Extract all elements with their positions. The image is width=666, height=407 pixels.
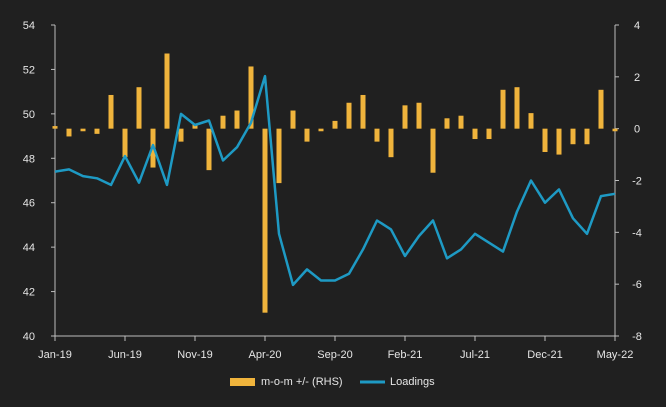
bar bbox=[332, 120, 338, 129]
line-series-loadings bbox=[54, 74, 616, 287]
bar bbox=[472, 128, 478, 140]
legend-label-loadings: Loadings bbox=[390, 376, 435, 388]
bar bbox=[374, 128, 380, 142]
bar bbox=[500, 89, 506, 129]
bar bbox=[570, 128, 576, 145]
x-tick-label: May-22 bbox=[597, 349, 634, 361]
bar bbox=[346, 102, 352, 129]
right-tick-label: 2 bbox=[634, 72, 640, 84]
right-tick-label: 4 bbox=[634, 20, 640, 32]
x-tick-label: Sep-20 bbox=[317, 349, 352, 361]
x-tick-label: Dec-21 bbox=[527, 349, 562, 361]
bar bbox=[318, 128, 324, 132]
bar bbox=[444, 118, 450, 129]
right-tick-label: 0 bbox=[634, 124, 640, 136]
x-tick-label: Feb-21 bbox=[388, 349, 423, 361]
bar bbox=[290, 110, 296, 129]
bar bbox=[136, 87, 142, 129]
bar bbox=[108, 94, 114, 129]
left-tick-label: 50 bbox=[23, 109, 35, 121]
bar bbox=[556, 128, 562, 155]
tick-labels: 40 42 44 46 48 50 52 54 -8 -6 -4 -2 0 2 4 Jan-19 Jun-19 N… bbox=[23, 20, 642, 361]
x-tick-label: Nov-19 bbox=[177, 349, 212, 361]
bar bbox=[94, 128, 100, 134]
bar bbox=[458, 115, 464, 129]
bar bbox=[388, 128, 394, 158]
bar bbox=[612, 128, 618, 132]
bar bbox=[80, 128, 86, 132]
bar bbox=[402, 105, 408, 129]
x-tick-label: Jan-19 bbox=[38, 349, 72, 361]
bar bbox=[514, 87, 520, 129]
legend-swatch-mom bbox=[230, 378, 255, 386]
bar bbox=[164, 53, 170, 129]
bar bbox=[276, 128, 282, 184]
bar bbox=[262, 128, 268, 313]
bar bbox=[584, 128, 590, 145]
right-tick-label: -6 bbox=[632, 279, 642, 291]
right-tick-label: -2 bbox=[632, 176, 642, 188]
left-tick-label: 40 bbox=[23, 331, 35, 343]
bar bbox=[122, 128, 128, 158]
x-tick-label: Jun-19 bbox=[108, 349, 142, 361]
bar bbox=[416, 102, 422, 129]
bar bbox=[248, 66, 254, 129]
loadings-line bbox=[54, 74, 616, 287]
bar bbox=[66, 128, 72, 137]
bar bbox=[360, 94, 366, 129]
bar bbox=[206, 128, 212, 171]
left-tick-label: 48 bbox=[23, 153, 35, 165]
x-tick-label: Jul-21 bbox=[460, 349, 490, 361]
left-tick-label: 44 bbox=[23, 242, 35, 254]
axes bbox=[51, 24, 619, 341]
left-tick-label: 52 bbox=[23, 64, 35, 76]
bar bbox=[52, 126, 58, 129]
bar bbox=[598, 89, 604, 129]
bar bbox=[304, 128, 310, 142]
right-tick-label: -4 bbox=[632, 227, 642, 239]
left-tick-label: 46 bbox=[23, 198, 35, 210]
bar bbox=[486, 128, 492, 140]
right-tick-label: -8 bbox=[632, 331, 642, 343]
legend-label-mom: m-o-m +/- (RHS) bbox=[261, 376, 343, 388]
left-tick-label: 42 bbox=[23, 287, 35, 299]
x-tick-label: Apr-20 bbox=[248, 349, 281, 361]
legend: m-o-m +/- (RHS) Loadings bbox=[230, 376, 435, 388]
bar bbox=[220, 115, 226, 129]
bar bbox=[178, 128, 184, 142]
bar bbox=[542, 128, 548, 152]
left-tick-label: 54 bbox=[23, 20, 35, 32]
bar bbox=[430, 128, 436, 173]
bar bbox=[234, 110, 240, 129]
bar bbox=[528, 113, 534, 129]
